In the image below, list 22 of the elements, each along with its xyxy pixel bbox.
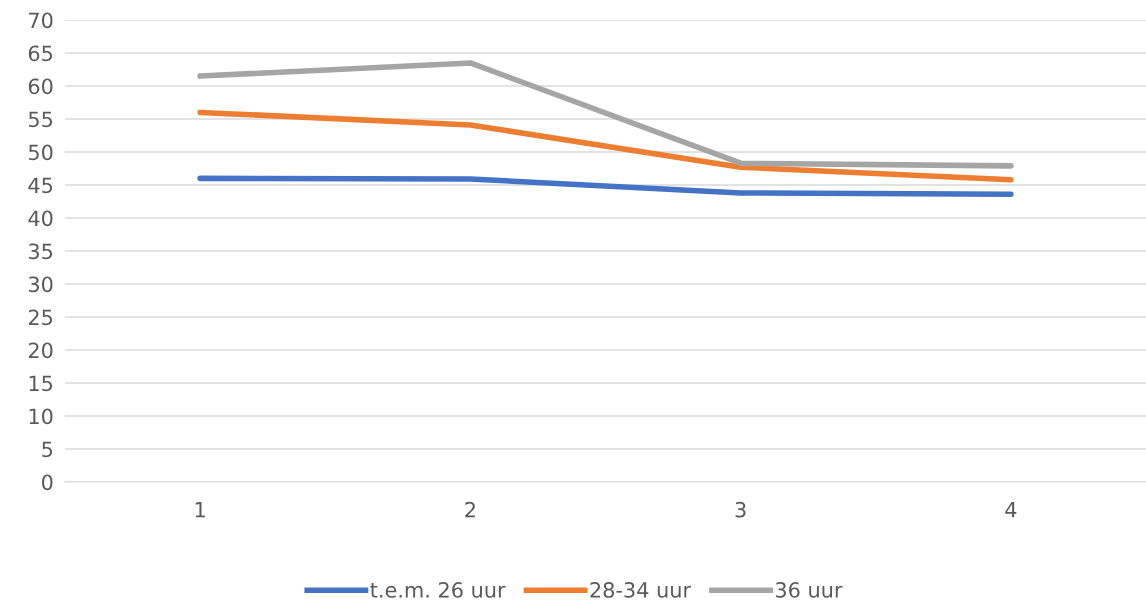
y-tick-label: 25 <box>28 309 53 326</box>
y-tick-label: 65 <box>28 45 53 62</box>
y-tick-label: 40 <box>28 210 53 227</box>
x-tick-label: 1 <box>195 502 205 518</box>
y-tick-label: 15 <box>29 375 53 392</box>
y-tick-label: 35 <box>28 243 53 260</box>
y-tick-label: 20 <box>28 342 53 359</box>
y-tick-label: 10 <box>29 408 53 425</box>
legend-label: 36 uur <box>775 582 843 598</box>
x-tick-label: 4 <box>1005 502 1017 518</box>
legend-label: 28-34 uur <box>590 582 692 598</box>
y-tick-label: 5 <box>42 441 53 458</box>
y-tick-label: 50 <box>28 144 53 161</box>
x-tick-label: 2 <box>465 501 475 518</box>
y-tick-label: 55 <box>28 111 53 128</box>
y-tick-label: 30 <box>28 276 53 293</box>
y-tick-label: 45 <box>28 177 53 194</box>
x-tick-label: 3 <box>735 501 746 518</box>
y-tick-label: 70 <box>29 12 53 29</box>
y-tick-label: 60 <box>28 78 53 95</box>
y-tick-label: 0 <box>42 474 53 491</box>
legend-label: t.e.m. 26 uur <box>370 582 506 598</box>
